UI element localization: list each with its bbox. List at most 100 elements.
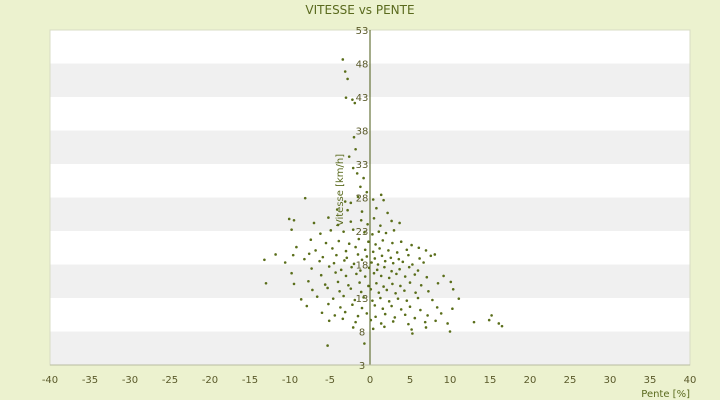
data-point [353,298,357,302]
data-point [367,284,370,288]
data-point [384,231,388,235]
chart-title: VITESSE vs PENTE [305,3,414,17]
data-point [487,318,491,322]
data-point [429,254,433,258]
data-point [303,196,307,200]
x-tick-label: 20 [524,375,537,386]
data-point [350,265,353,269]
data-point [372,271,376,275]
data-point [326,344,329,347]
data-point [374,243,377,246]
data-point [414,291,417,294]
x-tick-labels: -40 -35 -30 -25 -20 -15 -10 -5 0 5 10 15 20 25 30 35 40 [42,375,697,386]
data-point [336,280,340,284]
data-point [385,288,389,292]
data-point [349,201,353,205]
data-point [449,280,453,284]
data-point [387,249,390,252]
data-point [333,314,337,317]
data-point [360,306,364,310]
data-point [379,274,383,278]
data-point [352,135,356,139]
y-tick-label: 8 [359,328,365,339]
data-point [391,261,395,265]
data-point [372,216,376,220]
data-point [310,267,313,270]
data-point [436,281,440,285]
data-point [349,287,353,290]
data-point [345,256,349,260]
data-point [290,228,293,231]
y-tick-label: 43 [356,93,369,104]
data-point [362,176,365,180]
data-point [416,269,420,272]
data-point [410,328,413,331]
data-point [375,206,378,210]
data-point [373,257,377,260]
y-axis-title: Vitesse [km/h] [335,154,346,226]
data-point [344,249,348,253]
data-point [363,342,366,345]
data-point [341,317,345,321]
data-point [387,276,391,280]
x-tick-label: 15 [484,375,497,386]
data-point [365,312,369,315]
data-point [451,287,455,291]
data-point [371,299,374,302]
data-point [392,229,396,232]
data-point [343,70,347,73]
data-point [319,232,322,235]
data-point [359,185,362,189]
data-point [274,253,277,256]
data-point [399,308,403,311]
data-point [263,258,266,262]
data-point [369,287,373,291]
data-point [343,200,347,203]
data-point [358,281,361,284]
data-point [343,310,347,314]
data-point [377,291,381,294]
data-point [371,327,375,331]
data-point [347,283,350,287]
data-point [291,253,295,257]
data-point [327,265,331,268]
y-tick-label: 28 [356,194,369,205]
data-point [367,240,370,244]
data-point [341,58,345,61]
data-point [357,237,361,241]
x-tick-label: -10 [282,375,298,386]
data-point [359,269,362,272]
data-points [263,58,504,347]
data-point [433,253,437,256]
data-point [307,252,311,256]
data-point [354,147,357,151]
data-point [375,281,378,285]
data-point [287,217,291,221]
data-point [351,228,355,231]
data-point [431,298,434,302]
data-point [416,296,420,300]
data-point [413,316,417,320]
data-point [321,255,325,259]
data-point [363,248,367,252]
data-point [344,96,348,99]
data-point [399,240,403,244]
data-point [365,255,369,258]
data-point [292,218,296,222]
x-tick-label: -40 [42,375,58,386]
data-point [312,221,316,225]
x-tick-label: 5 [407,375,413,386]
data-point [331,297,335,300]
data-point [391,282,394,286]
data-point [303,257,306,261]
data-point [403,275,407,278]
data-point [387,300,391,303]
data-point [413,273,417,276]
data-point [390,219,393,223]
data-point [305,304,309,308]
data-point [356,314,360,318]
data-point [332,261,336,265]
data-point [338,290,341,293]
data-point [397,257,401,261]
